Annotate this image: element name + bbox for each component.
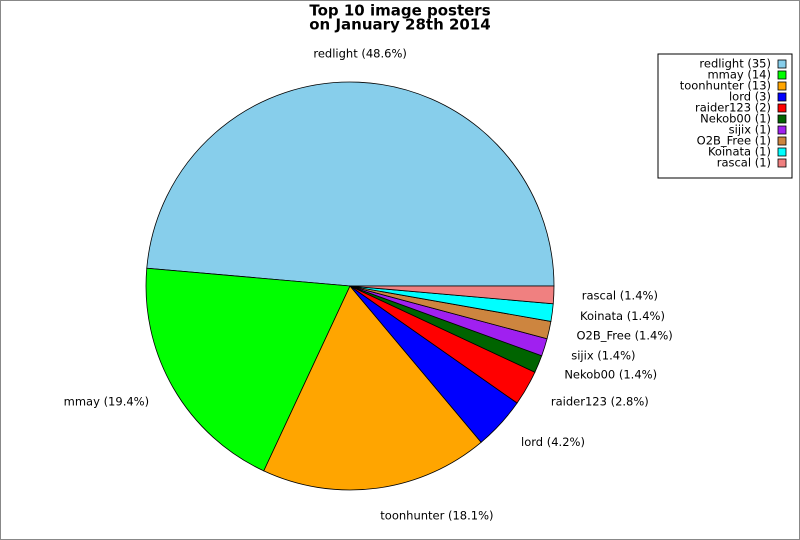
legend-swatch (777, 147, 787, 157)
legend-swatch (777, 92, 787, 102)
chart-title: on January 28th 2014 (309, 16, 490, 34)
slice-label: redlight (48.6%) (313, 47, 407, 61)
pie-slice (145, 267, 351, 472)
slice-label: raider123 (2.8%) (551, 395, 649, 409)
legend-label: sijix (1) (729, 123, 771, 137)
legend-label: O2B_Free (1) (697, 134, 771, 148)
legend-swatch (777, 158, 787, 168)
legend-label: lord (3) (729, 90, 771, 104)
slice-label: Nekob00 (1.4%) (564, 367, 657, 381)
slice-label: sijix (1.4%) (571, 348, 635, 362)
slice-label: O2B_Free (1.4%) (577, 329, 673, 343)
legend-swatch (777, 125, 787, 135)
pie-slice (349, 285, 555, 305)
chart-title: Top 10 image posters (309, 2, 490, 20)
legend-swatch (777, 70, 787, 80)
legend-label: Koinata (1) (708, 145, 771, 159)
legend-swatch (777, 103, 787, 113)
slice-label: Koinata (1.4%) (580, 309, 665, 323)
pie-slice (263, 285, 482, 491)
legend-swatch (777, 59, 787, 69)
slice-label: rascal (1.4%) (582, 289, 658, 303)
legend-label: Nekob00 (1) (700, 112, 771, 126)
legend-swatch (777, 136, 787, 146)
legend-swatch (777, 81, 787, 91)
legend-label: rascal (1) (717, 156, 771, 170)
legend-swatch (777, 114, 787, 124)
legend-box (657, 53, 793, 179)
legend-label: toonhunter (13) (680, 79, 771, 93)
legend-label: raider123 (2) (695, 101, 771, 115)
slice-label: mmay (19.4%) (64, 395, 149, 409)
pie-slice (146, 81, 555, 287)
slice-label: toonhunter (18.1%) (380, 509, 493, 523)
legend-label: redlight (35) (699, 57, 771, 71)
legend-label: mmay (14) (707, 68, 771, 82)
slice-label: lord (4.2%) (521, 435, 585, 449)
